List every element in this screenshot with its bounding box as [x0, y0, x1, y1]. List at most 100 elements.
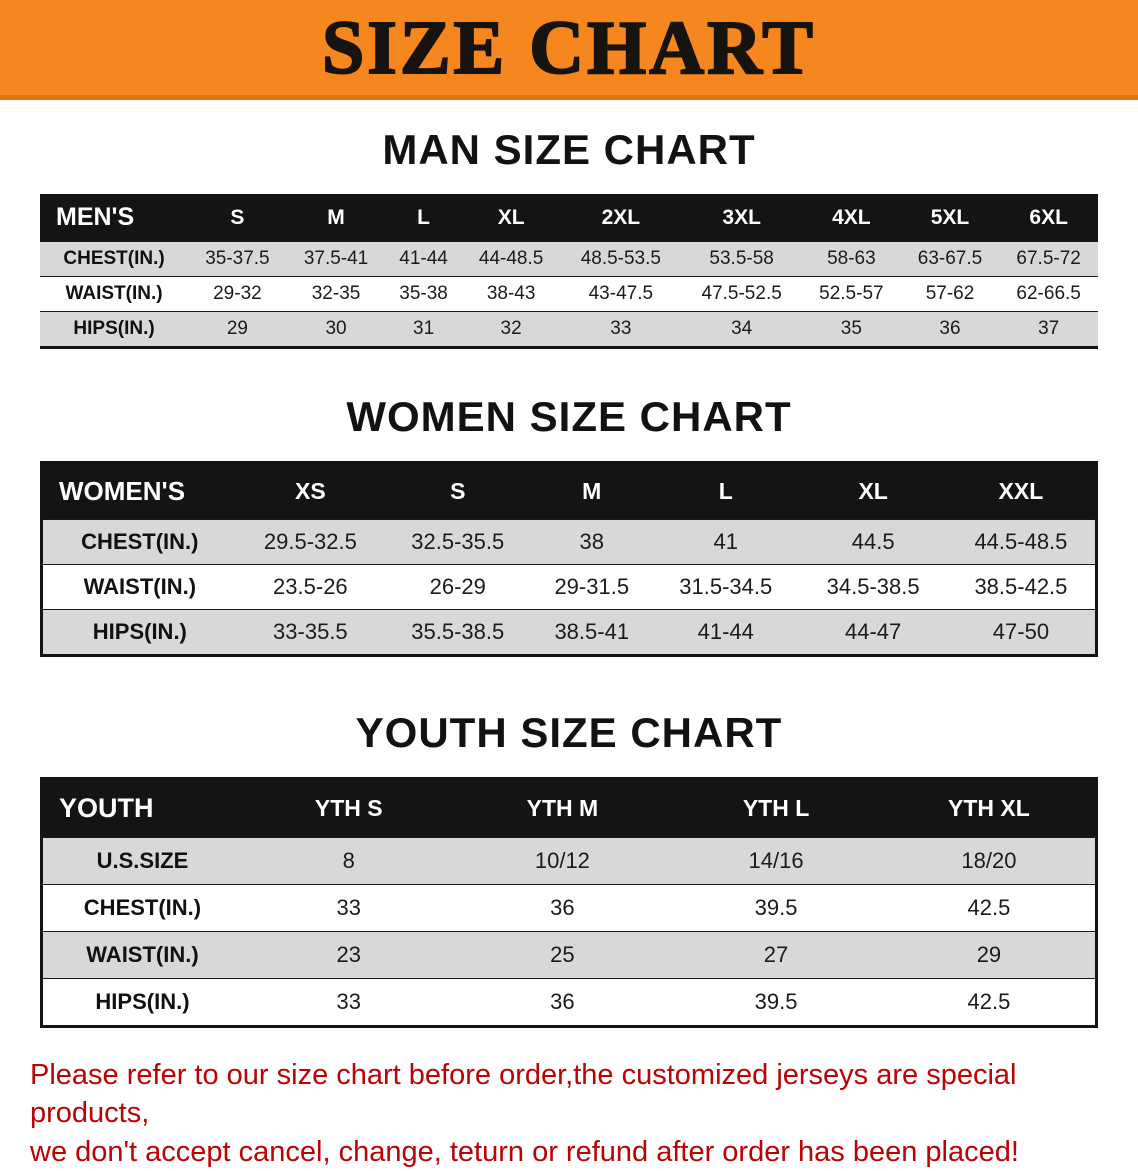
value-cell: 34	[731, 318, 753, 339]
value-cell: 29	[976, 942, 1002, 967]
youth-size-chart-heading: YOUTH SIZE CHART	[355, 709, 783, 756]
value-cell: 33	[336, 895, 361, 920]
women-size-chart-heading: WOMEN SIZE CHART	[346, 393, 792, 440]
row-label-cell: WAIST(IN.)	[65, 283, 163, 304]
value-cell: 41-44	[399, 248, 448, 269]
man-size-chart-heading: MAN SIZE CHART	[382, 126, 756, 173]
value-cell: 34.5-38.5	[826, 574, 920, 599]
value-cell: 35.5-38.5	[411, 619, 505, 644]
row-label-cell: HIPS(IN.)	[73, 318, 155, 339]
row-label-cell: HIPS(IN.)	[95, 989, 190, 1014]
size-header-cell: S	[384, 462, 532, 520]
size-header-cell: YTH M	[455, 778, 670, 838]
table-row: WAIST(IN.) 29-32 32-35 35-38 38-43 43-47.5 47.…	[40, 276, 1098, 312]
value-cell: 23.5-26	[273, 574, 348, 599]
value-cell: 48.5-53.5	[580, 248, 661, 269]
size-header-cell: 4XL	[802, 194, 901, 242]
table-header-row: MEN'S S M L XL 2XL 3XL 4XL 5XL 6XL	[40, 194, 1098, 242]
size-header-cell: 2XL	[560, 194, 682, 242]
value-cell: 18/20	[961, 848, 1017, 873]
value-cell: 36	[939, 318, 961, 339]
table-row: HIPS(IN.) 29 30 31 32 33 34 35 36 37	[40, 311, 1098, 348]
value-cell: 29.5-32.5	[263, 529, 357, 554]
value-cell: 23	[336, 942, 361, 967]
table-title-cell: YOUTH	[41, 778, 242, 838]
value-cell: 33	[610, 318, 632, 339]
size-header-cell: XL	[799, 462, 947, 520]
table-header-row: YOUTH YTH S YTH M YTH L YTH XL	[41, 778, 1097, 838]
value-cell: 33-35.5	[273, 619, 348, 644]
value-cell: 38.5-42.5	[974, 574, 1068, 599]
youth-table-header: YOUTH YTH S YTH M YTH L YTH XL	[41, 778, 1097, 838]
size-header-cell: YTH S	[241, 778, 456, 838]
table-row: WAIST(IN.) 23 25 27 29	[41, 931, 1097, 979]
men-table-header: MEN'S S M L XL 2XL 3XL 4XL 5XL 6XL	[40, 194, 1098, 242]
value-cell: 38.5-41	[554, 619, 630, 644]
table-row: HIPS(IN.) 33 36 39.5 42.5	[41, 978, 1097, 1027]
value-cell: 44.5	[851, 529, 895, 554]
value-cell: 32-35	[311, 283, 361, 304]
value-cell: 44-48.5	[478, 248, 544, 269]
value-cell: 25	[550, 942, 575, 967]
value-cell: 32.5-35.5	[411, 529, 505, 554]
value-cell: 31.5-34.5	[679, 574, 773, 599]
value-cell: 36	[550, 895, 575, 920]
value-cell: 39.5	[754, 895, 798, 920]
value-cell: 36	[550, 989, 575, 1014]
table-row: CHEST(IN.) 29.5-32.5 32.5-35.5 38 41 44.5 44.5…	[41, 519, 1097, 565]
size-header-cell: S	[188, 194, 287, 242]
value-cell: 53.5-58	[709, 248, 774, 269]
youth-table-body: U.S.SIZE 8 10/12 14/16 18/20 CHEST(IN.) 33 36 39…	[41, 837, 1097, 1027]
value-cell: 37	[1038, 318, 1060, 339]
value-cell: 52.5-57	[819, 283, 884, 304]
table-title-cell: MEN'S	[40, 194, 189, 242]
women-size-table: WOMEN'S XS S M L XL XXL CHEST(IN.) 29.5-32.5 32.…	[40, 461, 1098, 657]
value-cell: 31	[413, 318, 435, 339]
disclaimer-line-1: Please refer to our size chart before or…	[30, 1059, 1017, 1130]
value-cell: 43-47.5	[588, 283, 654, 304]
value-cell: 42.5	[967, 989, 1011, 1014]
size-header-cell: 6XL	[999, 194, 1098, 242]
value-cell: 58-63	[827, 248, 876, 269]
table-row: WAIST(IN.) 23.5-26 26-29 29-31.5 31.5-34.5 34…	[41, 564, 1097, 610]
value-cell: 44.5-48.5	[974, 529, 1068, 554]
value-cell: 39.5	[754, 989, 798, 1014]
women-table-header: WOMEN'S XS S M L XL XXL	[41, 462, 1097, 520]
size-header-cell: 3XL	[681, 194, 803, 242]
value-cell: 42.5	[967, 895, 1011, 920]
size-header-cell: L	[652, 462, 800, 520]
size-header-cell: YTH L	[669, 778, 883, 838]
row-label-cell: CHEST(IN.)	[81, 529, 199, 554]
size-header-cell: M	[286, 194, 386, 242]
value-cell: 67.5-72	[1016, 248, 1081, 269]
size-header-cell: XL	[461, 194, 561, 242]
value-cell: 27	[763, 942, 789, 967]
value-cell: 35-37.5	[205, 248, 270, 269]
value-cell: 47-50	[992, 619, 1050, 644]
value-cell: 57-62	[925, 283, 975, 304]
value-cell: 35	[840, 318, 862, 339]
value-cell: 10/12	[534, 848, 590, 873]
size-header-cell: XXL	[946, 462, 1097, 520]
men-table-body: CHEST(IN.) 35-37.5 37.5-41 41-44 44-48.5 48.5…	[40, 241, 1098, 348]
table-title-cell: WOMEN'S	[41, 462, 237, 520]
banner-title: SIZE CHART	[321, 5, 816, 90]
value-cell: 38	[579, 529, 604, 554]
value-cell: 63-67.5	[917, 248, 983, 269]
row-label-cell: WAIST(IN.)	[83, 574, 197, 599]
size-header-cell: L	[385, 194, 462, 242]
value-cell: 33	[336, 989, 361, 1014]
row-label-cell: CHEST(IN.)	[83, 895, 202, 920]
disclaimer-line-2: we don't accept cancel, change, teturn o…	[30, 1135, 1019, 1168]
value-cell: 38-43	[486, 283, 536, 304]
table-row: U.S.SIZE 8 10/12 14/16 18/20	[41, 837, 1097, 885]
size-chart-banner: SIZE CHART	[0, 0, 1138, 100]
disclaimer-note: Please refer to our size chart before or…	[30, 1056, 1120, 1171]
women-table-body: CHEST(IN.) 29.5-32.5 32.5-35.5 38 41 44.5 44.5…	[41, 519, 1097, 656]
table-row: HIPS(IN.) 33-35.5 35.5-38.5 38.5-41 41-44 44-…	[41, 609, 1097, 656]
value-cell: 14/16	[748, 848, 804, 873]
size-header-cell: XS	[236, 462, 385, 520]
value-cell: 32	[500, 318, 522, 339]
value-cell: 47.5-52.5	[701, 283, 782, 304]
value-cell: 37.5-41	[303, 248, 369, 269]
